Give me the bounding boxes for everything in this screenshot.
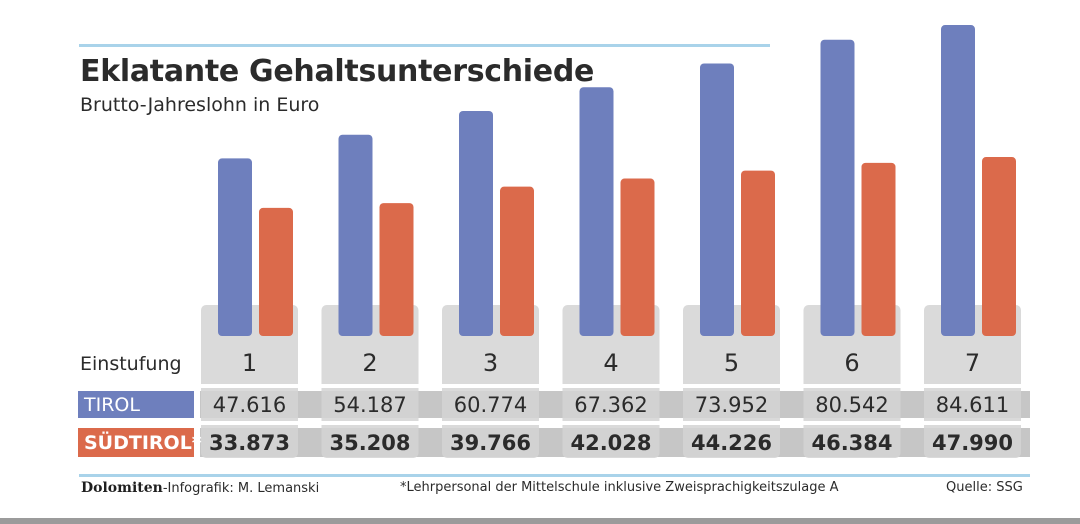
suedtirol-bar xyxy=(500,186,534,336)
tirol-value-label: 84.611 xyxy=(936,393,1009,417)
category-tick-label: 2 xyxy=(362,349,377,377)
tirol-value-label: 73.952 xyxy=(695,393,768,417)
panel-separator xyxy=(924,421,1021,425)
panel-separator xyxy=(562,421,660,425)
suedtirol-value-label: 42.028 xyxy=(570,431,651,455)
tirol-bar xyxy=(579,87,614,336)
category-tick-label: 6 xyxy=(844,349,859,377)
chart-title: Eklatante Gehaltsunterschiede xyxy=(80,54,595,89)
panel-separator xyxy=(803,421,901,425)
tirol-bar xyxy=(700,63,734,337)
suedtirol-legend-label: SÜDTIROL* xyxy=(84,430,202,454)
category-tick-label: 1 xyxy=(242,349,257,377)
credit-text: -Infografik: M. Lemanski xyxy=(162,481,320,496)
tirol-bar xyxy=(338,134,373,336)
suedtirol-value-label: 35.208 xyxy=(329,431,410,455)
category-panel xyxy=(924,305,1021,458)
tirol-bar xyxy=(218,158,252,336)
suedtirol-bar xyxy=(982,157,1016,336)
panel-separator xyxy=(201,384,298,388)
panel-separator xyxy=(683,384,780,388)
suedtirol-bar xyxy=(259,207,293,336)
panel-separator xyxy=(562,384,660,388)
category-tick-label: 7 xyxy=(965,349,980,377)
panel-separator xyxy=(442,384,539,388)
suedtirol-value-label: 46.384 xyxy=(811,431,892,455)
panel-separator xyxy=(321,384,419,388)
tirol-value-label: 60.774 xyxy=(454,393,527,417)
chart-subtitle: Brutto-Jahreslohn in Euro xyxy=(80,94,320,116)
bottom-rule xyxy=(79,474,1030,477)
tirol-value-label: 67.362 xyxy=(574,393,647,417)
category-panel xyxy=(562,305,660,458)
tirol-value-label: 47.616 xyxy=(213,393,286,417)
tirol-legend-box xyxy=(78,391,194,418)
suedtirol-bar xyxy=(620,178,655,336)
brand-logo: Dolomiten xyxy=(81,480,163,496)
suedtirol-bar xyxy=(379,203,414,336)
tirol-value-label: 80.542 xyxy=(815,393,888,417)
category-panel xyxy=(442,305,539,458)
tirol-bar xyxy=(459,110,493,336)
source-note: Quelle: SSG xyxy=(946,480,1023,495)
top-rule xyxy=(79,44,770,47)
suedtirol-value-label: 44.226 xyxy=(691,431,772,455)
panel-separator xyxy=(803,384,901,388)
tirol-bar xyxy=(820,39,855,337)
panel-separator xyxy=(924,384,1021,388)
panel-separator xyxy=(201,421,298,425)
suedtirol-bar xyxy=(861,162,896,336)
category-panel xyxy=(201,305,298,458)
footer-credit: Dolomiten-Infografik: M. Lemanski xyxy=(81,480,319,496)
tirol-legend-label: TIROL xyxy=(83,394,140,416)
suedtirol-value-label: 47.990 xyxy=(932,431,1013,455)
tirol-value-label: 54.187 xyxy=(333,393,406,417)
level-row-label: Einstufung xyxy=(80,353,182,375)
bottom-border xyxy=(0,518,1080,524)
category-panel xyxy=(683,305,780,458)
tirol-bar xyxy=(941,25,975,337)
category-tick-label: 5 xyxy=(724,349,739,377)
category-panel xyxy=(803,305,901,458)
category-tick-label: 3 xyxy=(483,349,498,377)
panel-separator xyxy=(683,421,780,425)
suedtirol-value-label: 33.873 xyxy=(209,431,290,455)
suedtirol-legend-box xyxy=(78,428,194,457)
suedtirol-value-label: 39.766 xyxy=(450,431,531,455)
panel-separator xyxy=(321,421,419,425)
category-panel xyxy=(321,305,419,458)
panel-separator xyxy=(442,421,539,425)
footnote: *Lehrpersonal der Mittelschule inklusive… xyxy=(400,480,839,495)
category-tick-label: 4 xyxy=(603,349,618,377)
suedtirol-bar xyxy=(741,170,775,336)
